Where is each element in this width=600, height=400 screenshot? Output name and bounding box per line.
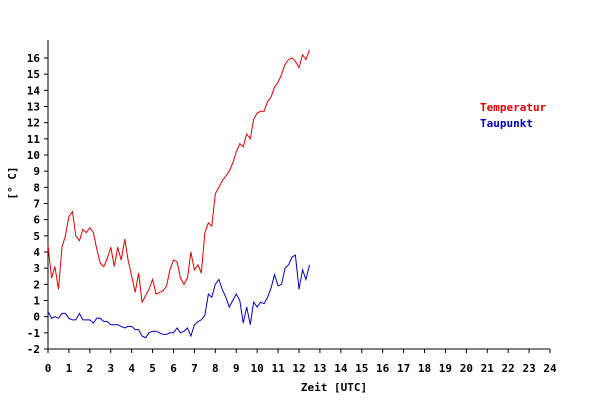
x-tick-label: 18 [418,362,431,375]
y-tick-label: 10 [27,149,40,162]
y-tick-label: 0 [33,311,40,324]
series-lines [47,49,310,339]
x-tick-label: 14 [334,362,348,375]
legend-temperatur: Temperatur [480,101,547,114]
x-tick-label: 23 [522,362,535,375]
y-tick-label: 13 [27,101,40,114]
series-line-temperatur [47,49,310,304]
y-tick-label: 11 [27,133,41,146]
x-tick-label: 4 [128,362,135,375]
y-tick-label: 15 [27,68,40,81]
x-tick-label: 5 [149,362,156,375]
y-tick-label: 7 [33,198,40,211]
y-tick-label: 8 [33,181,40,194]
y-tick-label: -2 [27,343,40,356]
y-tick-label: 16 [27,52,41,65]
x-axis-title: Zeit [UTC] [301,381,367,394]
x-tick-label: 24 [543,362,557,375]
x-tick-label: 3 [107,362,114,375]
x-tick-label: 0 [45,362,52,375]
y-tick-label: 5 [33,230,40,243]
y-tick-label: 3 [33,262,40,275]
x-tick-label: 11 [271,362,285,375]
x-tick-label: 10 [251,362,264,375]
y-tick-label: 2 [33,278,40,291]
x-tick-label: 13 [313,362,326,375]
x-axis-ticks: 0 1 2 3 4 5 6 7 8 9 10 11 12 13 14 15 16 17 18 19 20 21 22 23 24 [45,349,557,375]
y-tick-label: 6 [33,214,40,227]
x-tick-label: 1 [66,362,73,375]
x-tick-label: 15 [355,362,368,375]
y-tick-label: 14 [27,84,41,97]
y-tick-label: 1 [33,295,40,308]
y-tick-label: -1 [27,327,41,340]
x-tick-label: 6 [170,362,177,375]
y-tick-label: 12 [27,117,40,130]
legend-taupunkt: Taupunkt [480,117,533,130]
x-tick-label: 7 [191,362,198,375]
x-tick-label: 12 [292,362,305,375]
chart-axes [47,40,550,350]
y-axis-title: [° C] [6,166,19,199]
x-tick-label: 9 [233,362,240,375]
x-tick-label: 8 [212,362,219,375]
x-tick-label: 22 [502,362,515,375]
series-line-taupunkt [47,254,310,339]
y-tick-label: 4 [33,246,40,259]
x-tick-label: 16 [376,362,390,375]
x-tick-label: 19 [439,362,452,375]
x-tick-label: 2 [87,362,94,375]
y-tick-label: 9 [33,165,40,178]
chart-legend: Temperatur Taupunkt [480,101,547,130]
x-tick-label: 21 [481,362,495,375]
x-tick-label: 20 [460,362,473,375]
x-tick-label: 17 [397,362,410,375]
